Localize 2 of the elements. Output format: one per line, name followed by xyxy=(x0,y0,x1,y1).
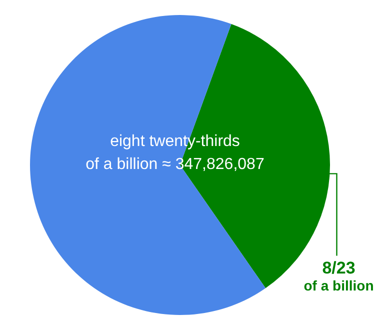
pie-slice xyxy=(30,15,266,315)
slice-label: 8/23 of a billion xyxy=(304,258,374,294)
